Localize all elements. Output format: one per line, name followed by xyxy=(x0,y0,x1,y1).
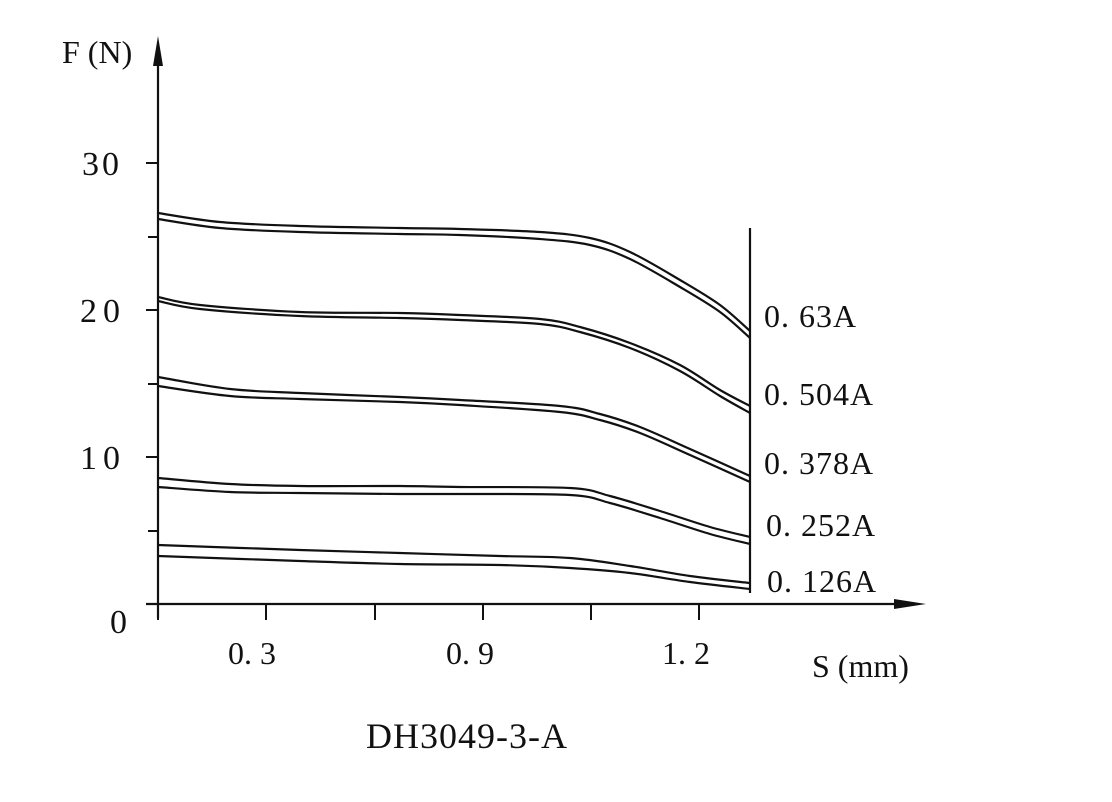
curve-upper xyxy=(157,543,751,585)
curve-band-0.378A xyxy=(157,375,751,484)
y-axis-label: F (N) xyxy=(62,34,132,70)
curve-lower xyxy=(157,299,751,414)
series-label-0.126A: 0. 126A xyxy=(767,563,877,599)
y-tick-label-0: 0 xyxy=(110,604,127,641)
curve-lower xyxy=(157,485,751,546)
curve-upper xyxy=(157,375,751,478)
y-axis-arrow-icon xyxy=(153,36,163,66)
curve-lower xyxy=(157,384,751,484)
x-tick-label-0.9: 0. 9 xyxy=(446,635,494,671)
x-tick-label-1.2: 1. 2 xyxy=(662,635,710,671)
curve-lower xyxy=(157,554,751,591)
curve-lower xyxy=(157,217,751,339)
curve-upper xyxy=(157,295,751,407)
curve-band-0.252A xyxy=(157,476,751,546)
y-tick-label-10: 10 xyxy=(80,440,126,477)
curve-bands xyxy=(157,211,751,591)
x-axis xyxy=(146,599,926,620)
y-tick-label-30: 30 xyxy=(82,146,122,183)
curve-band-0.126A xyxy=(157,543,751,591)
x-axis-label: S (mm) xyxy=(812,648,909,684)
x-axis-arrow-icon xyxy=(894,599,926,609)
x-ticks xyxy=(157,604,700,620)
curve-upper xyxy=(157,211,751,332)
x-tick-label-0.3: 0. 3 xyxy=(228,635,276,671)
curve-upper xyxy=(157,476,751,539)
y-ticks xyxy=(146,162,158,532)
y-axis xyxy=(146,36,163,618)
curve-band-0.504A xyxy=(157,295,751,414)
curve-band-0.63A xyxy=(157,211,751,339)
series-label-0.504A: 0. 504A xyxy=(764,376,874,412)
series-label-0.378A: 0. 378A xyxy=(764,445,874,481)
series-label-0.252A: 0. 252A xyxy=(766,507,876,543)
series-label-0.63A: 0. 63A xyxy=(764,298,857,334)
y-tick-label-20: 20 xyxy=(80,293,126,330)
chart-caption: DH3049-3-A xyxy=(366,716,568,756)
